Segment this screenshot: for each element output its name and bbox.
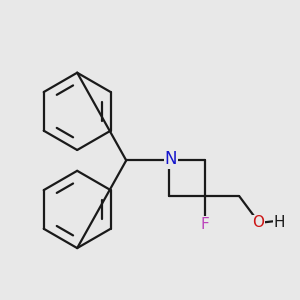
Text: O: O: [253, 215, 265, 230]
Text: N: N: [165, 150, 177, 168]
Text: F: F: [201, 217, 209, 232]
Text: H: H: [274, 215, 285, 230]
